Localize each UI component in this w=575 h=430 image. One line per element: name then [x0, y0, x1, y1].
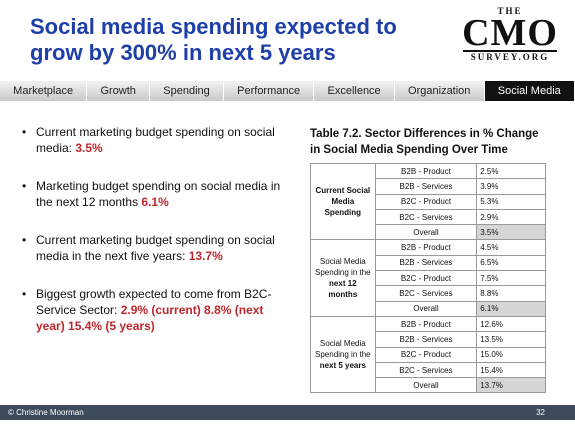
row-value: 5.3%	[476, 193, 546, 210]
bullet: Biggest growth expected to come from B2C…	[22, 286, 282, 334]
row-name: B2C - Product	[374, 346, 478, 363]
table-row: B2B - Services 6.5%	[311, 254, 546, 272]
logo: THE CMO SURVEY.ORG	[455, 6, 565, 62]
table-row: Social Media Spending in the next 5 year…	[310, 315, 546, 394]
nav-tab[interactable]: Marketplace	[0, 81, 88, 101]
row-name: B2C - Product	[374, 193, 478, 210]
nav-tab[interactable]: Excellence	[314, 81, 395, 101]
logo-top: THE	[497, 6, 523, 16]
group-label-text: Social Media Spending in the	[315, 339, 371, 360]
page-number: 32	[536, 408, 545, 417]
group-label-bold: next 12 months	[328, 279, 358, 300]
row-value: 15.4%	[476, 361, 546, 379]
footer-author: © Christine Moorman	[8, 408, 84, 417]
row-value: 6.5%	[476, 254, 546, 272]
row-value: 8.8%	[476, 285, 546, 302]
table-row: B2B - Services 13.5%	[311, 331, 546, 348]
slide-title: Social media spending expected to grow b…	[30, 14, 397, 65]
table-title: Table 7.2. Sector Differences in % Chang…	[310, 128, 539, 156]
row-name: B2B - Product	[374, 162, 478, 180]
bullet: Current marketing budget spending on soc…	[22, 232, 282, 264]
bullet-list: Current marketing budget spending on soc…	[22, 124, 282, 356]
row-value: 6.1%	[476, 300, 546, 317]
group-label: Social Media Spending in the next 12 mon…	[310, 239, 376, 317]
table-row: Overall 13.7%	[311, 377, 546, 394]
bullet-text: Current marketing budget spending on soc…	[36, 125, 275, 155]
row-value: 15.0%	[476, 346, 546, 363]
bullet-highlight: 2.9% (current) 8.8% (next year) 15.4% (5…	[36, 303, 264, 333]
bullet: Marketing budget spending on social medi…	[22, 178, 282, 210]
bullet-highlight: 6.1%	[141, 195, 169, 209]
table-row: Current Social Media Spending B2B - Produ…	[310, 162, 546, 241]
bullet: Current marketing budget spending on soc…	[22, 124, 282, 156]
bullet-text: Current marketing budget spending on soc…	[36, 233, 275, 263]
nav-tab[interactable]: Performance	[224, 81, 315, 101]
bullet-text: Marketing budget spending on social medi…	[36, 179, 281, 209]
row-name: B2B - Services	[374, 254, 478, 272]
row-name: B2C - Product	[374, 270, 478, 287]
group-label-bold: next 5 years	[319, 361, 366, 371]
logo-main: CMO	[462, 12, 558, 54]
table-row: Overall 3.5%	[311, 224, 546, 241]
row-value: 3.9%	[476, 178, 546, 195]
row-name: B2B - Services	[374, 331, 478, 348]
bullet-text: Biggest growth expected to come from B2C…	[36, 287, 272, 317]
row-name: Overall	[374, 377, 478, 394]
nav-tab[interactable]: Social Media	[484, 81, 575, 101]
group-label: Current Social Media Spending	[310, 162, 376, 241]
table-row: B2C - Product 5.3%	[311, 193, 546, 210]
group-label-bold: Current Social Media Spending	[315, 186, 371, 218]
nav-tab[interactable]: Spending	[150, 81, 224, 101]
row-value: 13.5%	[476, 331, 546, 348]
row-name: Overall	[374, 224, 478, 241]
logo-bottom: SURVEY.ORG	[463, 50, 557, 62]
nav-bar: Marketplace Growth Spending Performance Exce…	[0, 81, 575, 101]
group-label-text: Social Media Spending in the	[315, 257, 371, 278]
footer: © Christine Moorman 32	[0, 405, 575, 420]
row-value: 12.6%	[476, 315, 546, 333]
row-value: 2.5%	[476, 162, 546, 180]
row-name: B2B - Product	[374, 239, 478, 256]
row-value: 4.5%	[476, 239, 546, 256]
row-name: B2C - Services	[374, 361, 478, 379]
row-name: B2C - Services	[374, 285, 478, 302]
nav-tab[interactable]: Growth	[87, 81, 151, 101]
table-row: Social Media Spending in the next 12 mon…	[310, 239, 546, 317]
row-name: Overall	[374, 300, 478, 317]
row-value: 3.5%	[476, 224, 546, 241]
row-value: 13.7%	[476, 377, 546, 394]
group-label: Social Media Spending in the next 5 year…	[310, 315, 376, 394]
data-table: Current Social Media Spending B2B - Produ…	[310, 162, 546, 394]
row-name: B2C - Services	[374, 208, 478, 226]
nav-tab[interactable]: Organization	[395, 81, 485, 101]
row-name: B2B - Product	[374, 315, 478, 333]
row-name: B2B - Services	[374, 178, 478, 195]
row-value: 2.9%	[476, 208, 546, 226]
bullet-highlight: 13.7%	[188, 249, 223, 263]
table-row: B2C - Services 15.4%	[311, 361, 546, 379]
row-value: 7.5%	[476, 270, 546, 287]
bullet-highlight: 3.5%	[75, 141, 103, 155]
